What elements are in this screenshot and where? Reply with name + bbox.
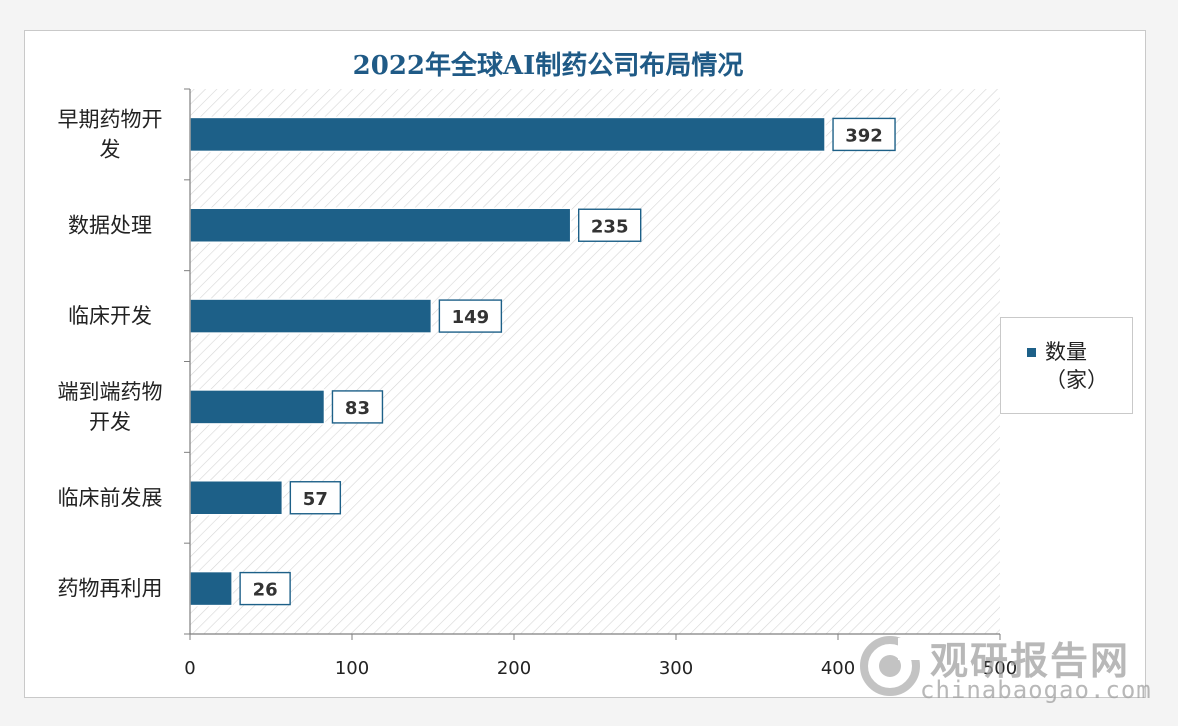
data-label: 235 [591,216,629,237]
category-label: 临床前发展 [58,486,163,510]
x-tick-label: 0 [184,658,195,679]
data-label-box [289,481,342,515]
bar [189,570,233,607]
category-label: 数据处理 [68,213,152,237]
bar [189,389,326,425]
category-label: 临床开发 [68,304,152,328]
x-tick-label: 200 [497,658,531,679]
bar [189,298,433,334]
data-label-box [331,390,384,424]
watermark-en-text: chinabaogao.com [920,676,1152,704]
data-label-box [438,299,503,333]
chart-title: 2022年全球AI制药公司布局情况 [353,50,744,81]
data-label-box [832,117,896,152]
watermark-logo-icon [860,636,920,696]
x-tick-label: 400 [821,658,855,679]
plot-area [190,89,1000,634]
x-tick-label: 100 [335,658,369,679]
category-label: 端到端药物开发 [58,380,163,434]
x-tick-label: 300 [659,658,693,679]
watermark: 观研报告网 chinabaogao.com [858,630,1158,710]
data-label: 83 [345,398,370,419]
category-label: 早期药物开发 [58,107,163,161]
data-label: 392 [845,125,883,146]
data-label-box [578,208,642,242]
bar [189,480,284,516]
data-label-box [239,571,291,606]
bar [189,207,572,243]
data-label: 57 [303,489,328,510]
legend-label: 数量（家） [1045,340,1108,392]
watermark-cn-text: 观研报告网 [930,639,1131,683]
category-label: 药物再利用 [58,577,163,601]
bar [189,116,826,153]
data-label: 149 [452,307,490,328]
legend: 数量（家） [1000,317,1133,414]
legend-swatch [1027,348,1036,357]
x-tick-label: 500 [983,658,1017,679]
data-label: 26 [253,580,278,601]
